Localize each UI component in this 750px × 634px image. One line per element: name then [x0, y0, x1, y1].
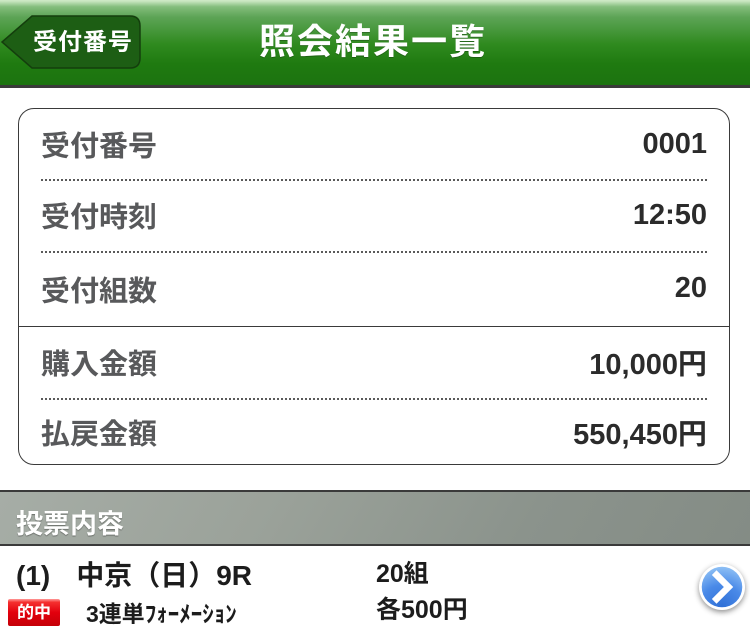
svg-text:受付番号: 受付番号 [33, 29, 133, 56]
